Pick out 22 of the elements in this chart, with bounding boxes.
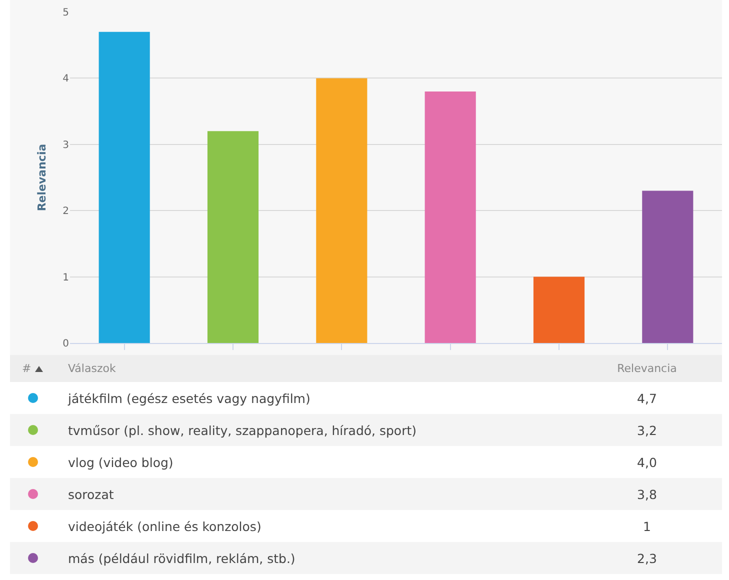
text: #	[22, 362, 32, 375]
text: 3,8	[572, 478, 722, 510]
legend-label: videojáték (online és konzolos)	[68, 510, 572, 542]
legend-label: sorozat	[68, 478, 572, 510]
text: Relevancia	[572, 355, 722, 382]
y-axis-title: Relevancia	[35, 144, 48, 212]
y-tick-label: 5	[62, 8, 69, 18]
y-tick-label: 3	[62, 140, 69, 151]
y-tick-label: 1	[62, 272, 69, 284]
text: 2,3	[572, 542, 722, 574]
legend-label: más (például rövidfilm, reklám, stb.)	[68, 542, 572, 574]
text: 4,0	[572, 446, 722, 478]
y-tick-label: 2	[62, 206, 69, 218]
text: 3,2	[572, 414, 722, 446]
y-tick-label: 4	[62, 74, 69, 85]
y-tick-label: 0	[62, 338, 69, 350]
legend-label: vlog (video blog)	[68, 446, 572, 478]
text: Válaszok	[68, 355, 572, 382]
legend-label: tvműsor (pl. show, reality, szappanopera, híradó, sport)	[68, 414, 572, 446]
legend-label: játékfilm (egész esetés vagy nagyfilm)	[68, 382, 572, 414]
text: 4,7	[572, 382, 722, 414]
text: 1	[572, 510, 722, 542]
